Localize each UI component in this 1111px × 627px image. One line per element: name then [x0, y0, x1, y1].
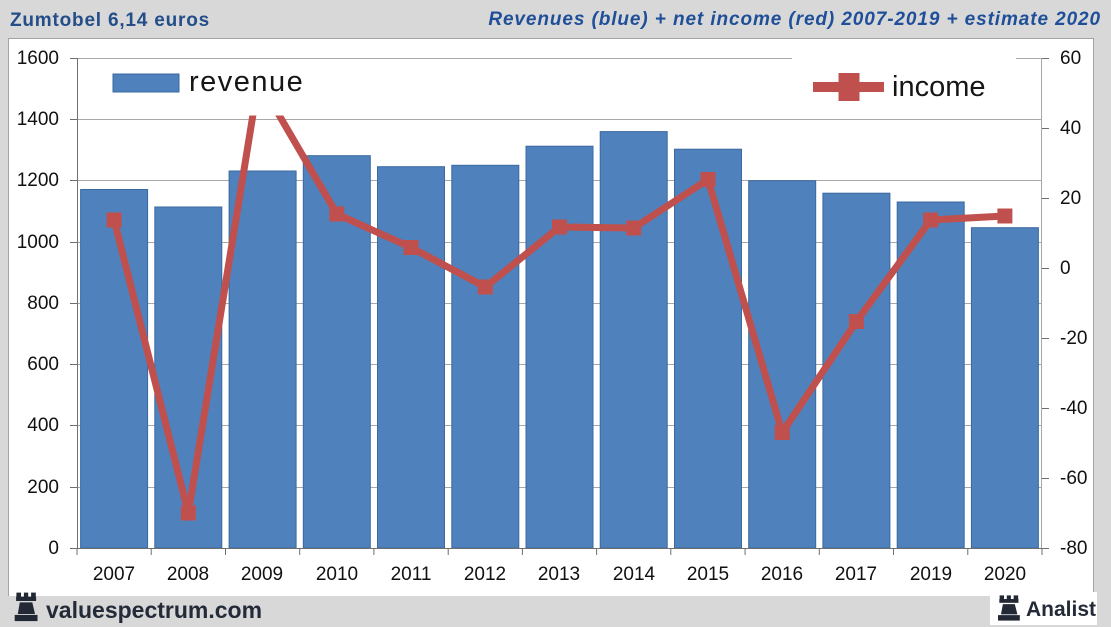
svg-text:income: income [892, 71, 986, 103]
svg-text:revenue: revenue [189, 66, 304, 98]
